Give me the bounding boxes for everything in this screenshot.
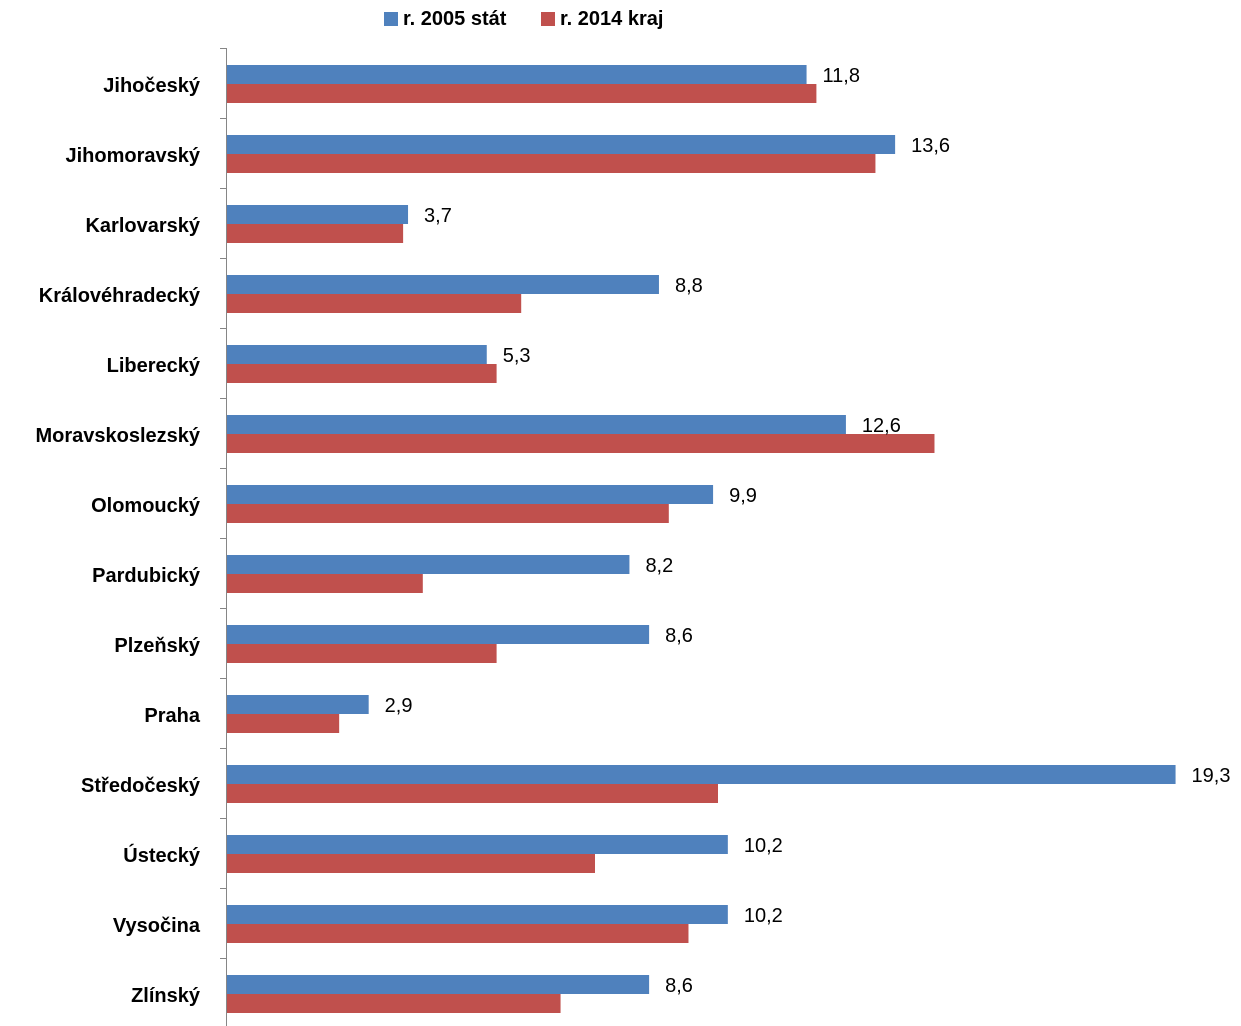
bar-r-2005-stat-moravskoslezsky: [226, 415, 846, 434]
data-label-r-2005-stat-liberecky: 5,3: [503, 345, 531, 367]
category-label-jihocesky: Jihočeský: [103, 75, 201, 97]
category-label-jihomoravsky: Jihomoravský: [65, 145, 200, 167]
data-label-r-2005-stat-ustecky: 10,2: [744, 835, 783, 857]
data-label-r-2005-stat-stredocesky: 19,3: [1192, 765, 1231, 787]
bar-r-2005-stat-liberecky: [226, 345, 487, 364]
legend: r. 2005 stát r. 2014 kraj: [384, 8, 663, 30]
data-label-r-2005-stat-karlovarsky: 3,7: [424, 205, 452, 227]
category-label-kralovehradecky: Královéhradecký: [39, 285, 201, 307]
bar-r-2005-stat-jihomoravsky: [226, 135, 896, 154]
bar-r-2005-stat-stredocesky: [226, 765, 1176, 784]
bar-r-2014-kraj-olomoucky: [226, 504, 669, 523]
legend-label-r-2014-kraj: r. 2014 kraj: [560, 8, 663, 30]
data-label-r-2005-stat-plzensky: 8,6: [665, 625, 693, 647]
category-label-olomoucky: Olomoucký: [91, 495, 201, 517]
category-label-ustecky: Ústecký: [123, 843, 201, 867]
data-label-r-2005-stat-olomoucky: 9,9: [729, 485, 757, 507]
data-label-r-2005-stat-pardubicky: 8,2: [645, 555, 673, 577]
bar-r-2005-stat-zlinsky: [226, 975, 650, 994]
bar-r-2005-stat-kralovehradecky: [226, 275, 659, 294]
bar-r-2005-stat-olomoucky: [226, 485, 714, 504]
category-label-plzensky: Plzeňský: [114, 635, 200, 657]
bars: [226, 65, 1176, 1013]
bar-r-2014-kraj-liberecky: [226, 364, 497, 383]
bar-r-2005-stat-praha: [226, 695, 369, 714]
category-label-vysocina: Vysočina: [113, 915, 201, 937]
bar-r-2014-kraj-karlovarsky: [226, 224, 404, 243]
data-label-r-2005-stat-vysocina: 10,2: [744, 905, 783, 927]
bar-r-2014-kraj-ustecky: [226, 854, 595, 873]
bar-r-2014-kraj-jihocesky: [226, 84, 817, 103]
bar-r-2005-stat-vysocina: [226, 905, 728, 924]
bar-r-2014-kraj-praha: [226, 714, 340, 733]
bar-r-2014-kraj-moravskoslezsky: [226, 434, 935, 453]
bar-r-2014-kraj-kralovehradecky: [226, 294, 522, 313]
bar-r-2014-kraj-vysocina: [226, 924, 689, 943]
category-label-liberecky: Liberecký: [107, 355, 201, 377]
bar-r-2014-kraj-plzensky: [226, 644, 497, 663]
bar-r-2014-kraj-pardubicky: [226, 574, 423, 593]
bar-r-2005-stat-pardubicky: [226, 555, 630, 574]
category-label-moravskoslezsky: Moravskoslezský: [35, 425, 200, 447]
bar-r-2014-kraj-zlinsky: [226, 994, 561, 1013]
data-label-r-2005-stat-kralovehradecky: 8,8: [675, 275, 703, 297]
bar-r-2014-kraj-stredocesky: [226, 784, 718, 803]
data-label-r-2005-stat-moravskoslezsky: 12,6: [862, 415, 901, 437]
legend-swatch-r-2005-stat: [384, 12, 398, 26]
data-label-r-2005-stat-zlinsky: 8,6: [665, 975, 693, 997]
bar-r-2014-kraj-jihomoravsky: [226, 154, 876, 173]
category-axis: [220, 48, 227, 1026]
bar-r-2005-stat-ustecky: [226, 835, 728, 854]
bar-r-2005-stat-jihocesky: [226, 65, 807, 84]
category-label-pardubicky: Pardubický: [92, 565, 201, 587]
data-label-r-2005-stat-praha: 2,9: [385, 695, 413, 717]
category-label-praha: Praha: [144, 705, 200, 727]
bar-r-2005-stat-karlovarsky: [226, 205, 409, 224]
bar-r-2005-stat-plzensky: [226, 625, 650, 644]
category-label-zlinsky: Zlínský: [131, 985, 201, 1007]
data-label-r-2005-stat-jihomoravsky: 13,6: [911, 135, 950, 157]
legend-label-r-2005-stat: r. 2005 stát: [403, 8, 507, 30]
legend-swatch-r-2014-kraj: [541, 12, 555, 26]
category-label-stredocesky: Středočeský: [81, 775, 201, 797]
data-label-r-2005-stat-jihocesky: 11,8: [823, 65, 860, 87]
labels: Jihočeský 11,8 Jihomoravský 13,6 Karlovarský…: [35, 65, 1230, 1007]
category-label-karlovarsky: Karlovarský: [85, 215, 200, 237]
